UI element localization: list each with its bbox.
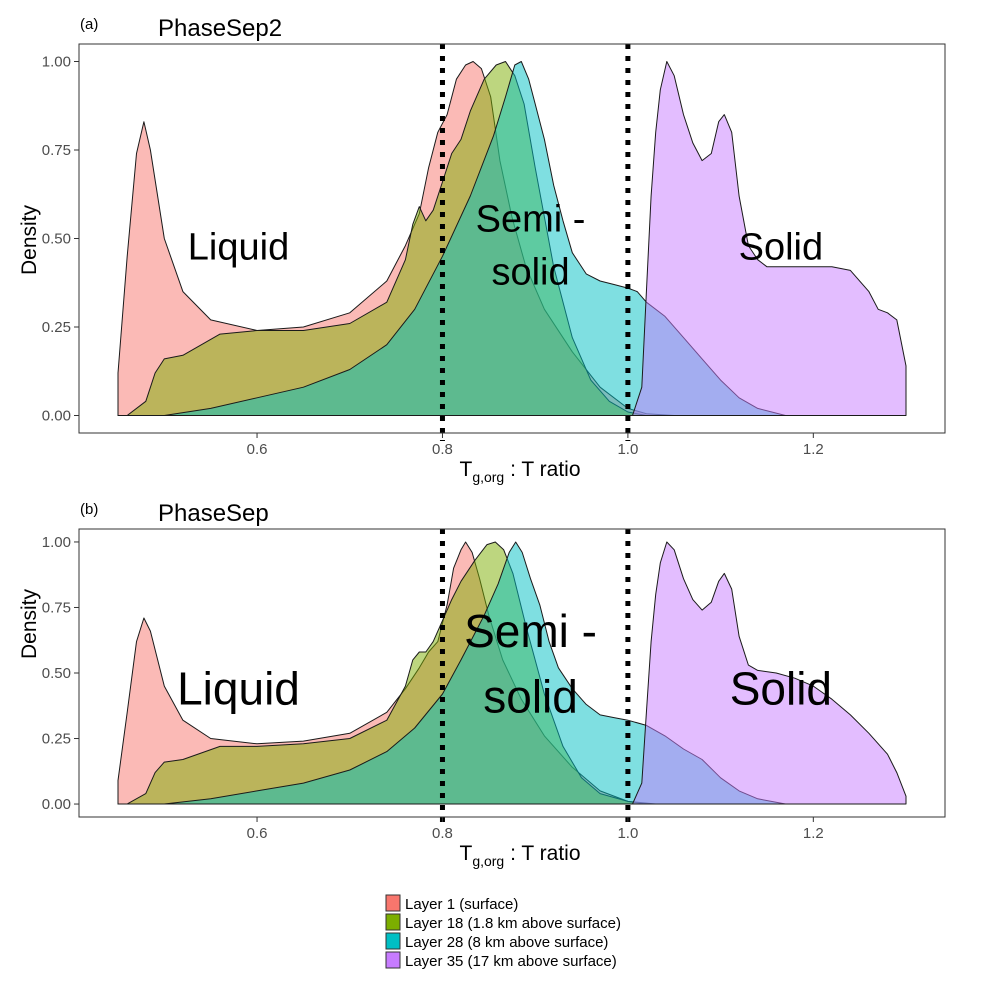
x-tick-label: 0.6 bbox=[247, 825, 268, 842]
x-tick-label: 0.8 bbox=[432, 825, 453, 842]
legend-label-layer-18: Layer 18 (1.8 km above surface) bbox=[405, 915, 621, 932]
x-axis-label: Tg,org : T ratio bbox=[459, 458, 580, 485]
legend-key-layer-1 bbox=[385, 894, 401, 912]
region-label: Solid bbox=[739, 227, 824, 269]
legend-key-layer-35 bbox=[385, 951, 401, 969]
y-tick-label: 0.75 bbox=[42, 142, 71, 159]
legend-key-layer-18 bbox=[385, 913, 401, 931]
x-tick-label: 1.2 bbox=[803, 441, 824, 458]
panel-a: (a) PhaseSep2 Density 0.00 0.25 0.50 0.75 1.… bbox=[18, 15, 946, 485]
y-axis-label: Density bbox=[18, 204, 41, 275]
region-label: solid bbox=[483, 670, 578, 722]
y-axis-label: Density bbox=[18, 588, 41, 659]
legend-label-layer-35: Layer 35 (17 km above surface) bbox=[405, 953, 617, 970]
x-tick-label: 0.6 bbox=[247, 441, 268, 458]
x-axis-label-main: T bbox=[459, 458, 472, 481]
region-label: Semi - bbox=[476, 198, 586, 240]
region-label: Liquid bbox=[177, 662, 300, 714]
plot-area: 0.00 0.25 0.50 0.75 1.00 0.6 0.8 1.0 1.2 Liquid Se… bbox=[42, 528, 946, 842]
y-tick-label: 0.00 bbox=[42, 796, 71, 813]
y-tick-label: 0.00 bbox=[42, 407, 71, 424]
region-label: Liquid bbox=[188, 227, 289, 269]
x-axis-label-sub: g,org bbox=[472, 469, 504, 485]
region-label: solid bbox=[491, 252, 569, 294]
plot-area: 0.00 0.25 0.50 0.75 1.00 0.6 0.8 1.0 1.2 Liquid Se… bbox=[42, 43, 946, 458]
y-tick-label: 0.75 bbox=[42, 599, 71, 616]
legend: Layer 1 (surface) Layer 18 (1.8 km above… bbox=[385, 894, 621, 970]
y-tick-label: 0.25 bbox=[42, 731, 71, 748]
chart-title: PhaseSep bbox=[158, 500, 269, 527]
y-tick-label: 1.00 bbox=[42, 54, 71, 71]
density-area-layer-35 bbox=[622, 541, 907, 805]
legend-key-layer-28 bbox=[385, 932, 401, 950]
y-tick-label: 1.00 bbox=[42, 534, 71, 551]
x-axis-label-rest: : T ratio bbox=[504, 842, 580, 865]
x-tick-label: 1.2 bbox=[803, 825, 824, 842]
panel-tag: (b) bbox=[80, 501, 98, 518]
panel-b: (b) PhaseSep Density 0.00 0.25 0.50 0.75 1.0… bbox=[18, 500, 946, 869]
y-tick-label: 0.50 bbox=[42, 665, 71, 682]
legend-label-layer-1: Layer 1 (surface) bbox=[405, 896, 518, 913]
x-axis-label: Tg,org : T ratio bbox=[459, 842, 580, 869]
region-label: Solid bbox=[730, 662, 832, 714]
chart-title: PhaseSep2 bbox=[158, 15, 282, 42]
y-tick-label: 0.25 bbox=[42, 319, 71, 336]
region-label: Semi - bbox=[464, 605, 597, 657]
panel-tag: (a) bbox=[80, 16, 98, 33]
x-tick-label: 1.0 bbox=[617, 441, 638, 458]
density-area-layer-35 bbox=[622, 61, 907, 416]
y-tick-label: 0.50 bbox=[42, 231, 71, 248]
x-axis-label-main: T bbox=[459, 842, 472, 865]
x-tick-label: 1.0 bbox=[617, 825, 638, 842]
x-axis-label-rest: : T ratio bbox=[504, 458, 580, 481]
x-axis-label-sub: g,org bbox=[472, 853, 504, 869]
x-tick-label: 0.8 bbox=[432, 441, 453, 458]
legend-label-layer-28: Layer 28 (8 km above surface) bbox=[405, 934, 608, 951]
